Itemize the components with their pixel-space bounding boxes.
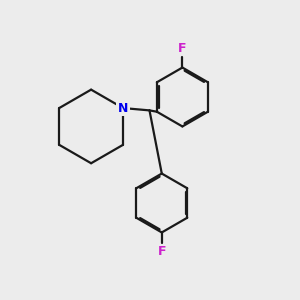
Text: F: F (178, 42, 187, 55)
Text: N: N (118, 101, 128, 115)
Text: F: F (158, 245, 166, 258)
